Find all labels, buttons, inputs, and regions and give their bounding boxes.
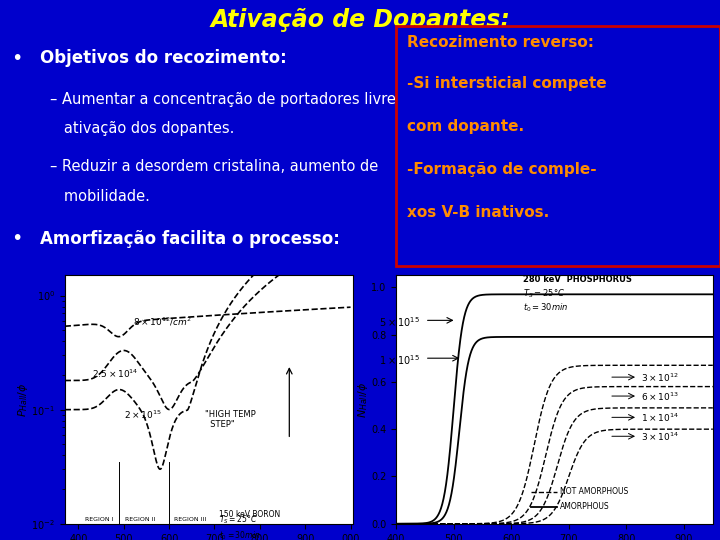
Text: REGION I: REGION I (85, 517, 114, 522)
Text: Recozimento reverso:: Recozimento reverso: (407, 35, 594, 50)
Text: $T_S = 25°C$: $T_S = 25°C$ (219, 513, 258, 525)
Text: $T_S = 25°C$: $T_S = 25°C$ (523, 288, 564, 300)
Text: – Reduzir a desordem cristalina, aumento de: – Reduzir a desordem cristalina, aumento… (50, 159, 379, 174)
Text: $1\times10^{15}$: $1\times10^{15}$ (379, 354, 420, 367)
Text: Amorfização facilita o processo:: Amorfização facilita o processo: (40, 230, 339, 247)
Text: 150 keV BORON: 150 keV BORON (219, 510, 280, 519)
Text: $3\times10^{14}$: $3\times10^{14}$ (641, 430, 679, 443)
Text: $3\times10^{12}$: $3\times10^{12}$ (641, 372, 678, 384)
Text: $t_0 = 30min$: $t_0 = 30min$ (219, 530, 261, 540)
Text: $2\times10^{15}$: $2\times10^{15}$ (124, 408, 161, 421)
FancyBboxPatch shape (396, 25, 720, 266)
Text: "HIGH TEMP
  STEP": "HIGH TEMP STEP" (205, 410, 256, 429)
Text: mobilidade.: mobilidade. (50, 189, 150, 204)
Text: – Aumentar a concentração de portadores livres,: – Aumentar a concentração de portadores … (50, 92, 409, 107)
Text: NOT AMORPHOUS: NOT AMORPHOUS (560, 487, 629, 496)
Text: $8\times10^{12}/cm^2$: $8\times10^{12}/cm^2$ (132, 315, 192, 328)
Text: com dopante.: com dopante. (407, 119, 524, 134)
Text: xos V-B inativos.: xos V-B inativos. (407, 205, 549, 220)
Text: REGION II: REGION II (125, 517, 155, 522)
Text: •: • (11, 230, 22, 248)
Text: $6\times10^{13}$: $6\times10^{13}$ (641, 390, 679, 403)
Text: $2.5\times10^{14}$: $2.5\times10^{14}$ (92, 367, 138, 380)
Text: •: • (11, 49, 22, 68)
Text: $5\times10^{15}$: $5\times10^{15}$ (379, 316, 420, 329)
Text: -Formação de comple-: -Formação de comple- (407, 162, 596, 177)
Y-axis label: $N_{Hall}/\phi$: $N_{Hall}/\phi$ (356, 381, 369, 418)
Text: ativação dos dopantes.: ativação dos dopantes. (50, 122, 235, 137)
Text: Ativação de Dopantes:: Ativação de Dopantes: (210, 8, 510, 32)
Text: Objetivos do recozimento:: Objetivos do recozimento: (40, 49, 287, 66)
Text: $1\times10^{14}$: $1\times10^{14}$ (641, 411, 679, 424)
Text: AMORPHOUS: AMORPHOUS (560, 502, 610, 511)
Text: $t_0 = 30min$: $t_0 = 30min$ (523, 302, 568, 314)
Text: 280 keV  PHOSPHORUS: 280 keV PHOSPHORUS (523, 275, 631, 285)
Y-axis label: $P_{Hall}/\phi$: $P_{Hall}/\phi$ (16, 382, 30, 417)
Text: -Si intersticial compete: -Si intersticial compete (407, 76, 606, 91)
Text: REGION III: REGION III (174, 517, 206, 522)
